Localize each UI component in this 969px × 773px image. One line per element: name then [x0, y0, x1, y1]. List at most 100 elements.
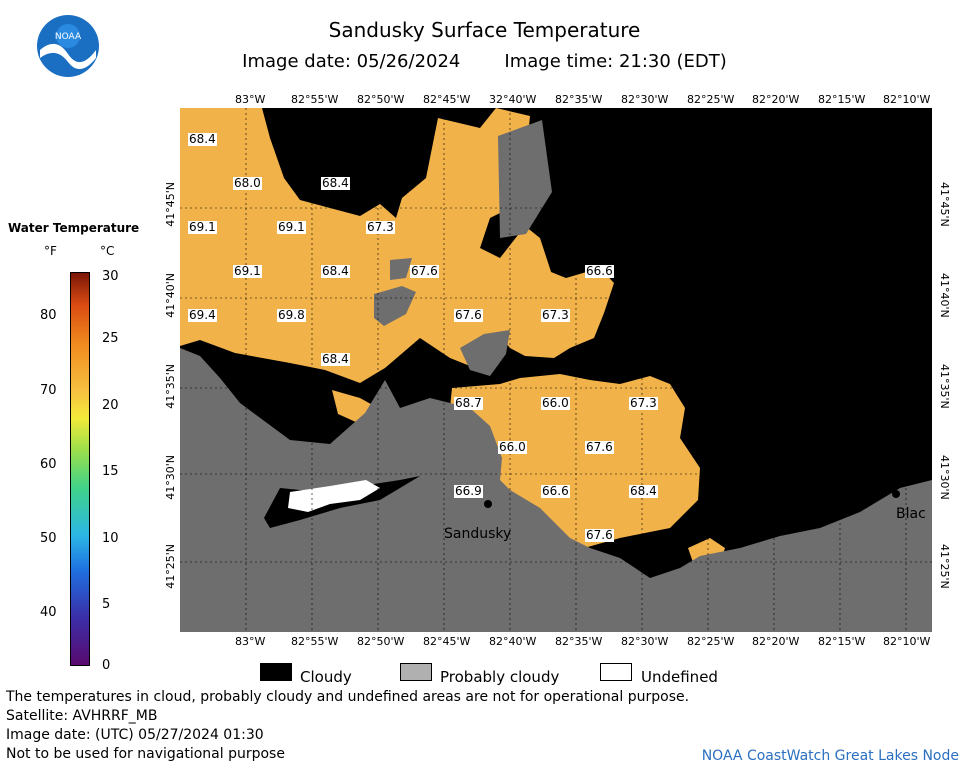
map-title: Sandusky Surface Temperature [328, 18, 641, 42]
probably-cloudy-label: Probably cloudy [440, 668, 560, 686]
tick-c-25: 25 [102, 331, 119, 346]
lat-label-left: 41°30'N [164, 455, 177, 500]
lat-label-right: 41°35'N [938, 364, 951, 409]
lon-label-bottom: 82°20'W [752, 635, 800, 648]
lat-label-right: 41°30'N [938, 455, 951, 500]
lat-label-right: 41°25'N [938, 544, 951, 589]
lon-label-bottom: 82°15'W [818, 635, 866, 648]
temp-label: 66.0 [498, 440, 527, 454]
temp-label: 67.6 [585, 440, 614, 454]
undefined-label: Undefined [641, 668, 718, 686]
temp-label: 66.9 [454, 484, 483, 498]
tick-f-80: 80 [40, 308, 57, 323]
temp-label: 67.3 [629, 396, 658, 410]
city-label-blac: Blac [896, 506, 926, 522]
noaa-logo: NOAA [36, 14, 100, 78]
lon-label-top: 82°10'W [883, 93, 931, 106]
tick-c-0: 0 [102, 658, 111, 673]
temp-label: 68.4 [321, 176, 350, 190]
land-area [180, 348, 932, 632]
lat-label-left: 41°40'N [164, 273, 177, 318]
tick-f-50: 50 [40, 531, 57, 546]
lon-label-top: 82°15'W [818, 93, 866, 106]
sandusky-marker [484, 500, 492, 508]
probably-cloudy-area [390, 258, 412, 280]
lat-label-left: 41°25'N [164, 544, 177, 589]
note-line: The temperatures in cloud, probably clou… [6, 689, 690, 705]
temp-label: 68.0 [233, 176, 262, 190]
temp-label: 67.6 [454, 308, 483, 322]
temp-label: 66.0 [541, 396, 570, 410]
lat-label-right: 41°40'N [938, 273, 951, 318]
lat-label-left: 41°35'N [164, 364, 177, 409]
probably-cloudy-area [374, 286, 416, 326]
legend-title: Water Temperature [8, 221, 140, 235]
map-canvas [180, 108, 932, 632]
lon-label-top: 82°20'W [752, 93, 800, 106]
temp-label: 68.4 [321, 264, 350, 278]
lat-label-left: 41°45'N [164, 182, 177, 227]
image-time: Image time: 21:30 (EDT) [504, 51, 727, 72]
lon-label-bottom: 82°55'W [291, 635, 339, 648]
lon-label-top: 83°W [235, 93, 266, 106]
temp-label: 69.1 [233, 264, 262, 278]
temp-label: 69.1 [188, 220, 217, 234]
probably-cloudy-area [498, 120, 552, 238]
lon-label-bottom: 82°45'W [423, 635, 471, 648]
tick-c-10: 10 [102, 531, 119, 546]
probably-cloudy-swatch [400, 663, 432, 681]
temperature-map[interactable]: 68.4 68.0 68.4 69.1 69.1 67.3 69.1 68.4 … [180, 108, 932, 632]
lon-label-top: 82°25'W [687, 93, 735, 106]
undefined-swatch [600, 663, 632, 681]
tick-c-20: 20 [102, 398, 119, 413]
lon-label-top: 82°30'W [621, 93, 669, 106]
unit-fahrenheit: °F [44, 244, 57, 258]
unit-celsius: °C [100, 244, 115, 258]
note-line: Image date: (UTC) 05/27/2024 01:30 [6, 727, 264, 743]
notes: The temperatures in cloud, probably clou… [6, 688, 689, 764]
lon-label-top: 32°40'W [489, 93, 537, 106]
probably-cloudy-area [460, 330, 510, 376]
cloudy-label: Cloudy [300, 668, 352, 686]
tick-c-5: 5 [102, 597, 111, 612]
lon-label-top: 82°45'W [423, 93, 471, 106]
lon-label-bottom: 82°40'W [489, 635, 537, 648]
lon-label-top: 82°35'W [555, 93, 603, 106]
lon-label-bottom: 82°35'W [555, 635, 603, 648]
temp-label: 67.3 [541, 308, 570, 322]
tick-c-15: 15 [102, 464, 119, 479]
temp-label: 68.4 [188, 132, 217, 146]
tick-f-60: 60 [40, 457, 57, 472]
temp-label: 68.7 [454, 396, 483, 410]
note-line: Satellite: AVHRRF_MB [6, 708, 158, 724]
temp-label: 69.1 [277, 220, 306, 234]
lon-label-bottom: 82°10'W [883, 635, 931, 648]
temp-label: 67.3 [366, 220, 395, 234]
temp-label: 69.8 [277, 308, 306, 322]
credit-link[interactable]: NOAA CoastWatch Great Lakes Node [701, 748, 959, 764]
lon-label-top: 82°50'W [357, 93, 405, 106]
logo-text: NOAA [55, 32, 82, 42]
temp-label: 67.6 [410, 264, 439, 278]
temp-label: 69.4 [188, 308, 217, 322]
temp-label: 68.4 [321, 352, 350, 366]
lon-label-bottom: 83°W [235, 635, 266, 648]
image-datetime: Image date: 05/26/2024 Image time: 21:30 … [0, 51, 969, 72]
temperature-colorbar [70, 272, 90, 666]
undefined-area [288, 480, 380, 512]
lat-label-right: 41°45'N [938, 182, 951, 227]
city-label-sandusky: Sandusky [444, 526, 512, 542]
tick-f-40: 40 [40, 605, 57, 620]
temp-label: 66.6 [541, 484, 570, 498]
lon-label-bottom: 82°50'W [357, 635, 405, 648]
lon-label-top: 82°55'W [291, 93, 339, 106]
graticule [180, 108, 932, 632]
temp-label: 66.6 [585, 264, 614, 278]
image-date: Image date: 05/26/2024 [242, 51, 461, 72]
lon-label-bottom: 82°30'W [621, 635, 669, 648]
tick-c-30: 30 [102, 269, 119, 284]
tick-f-70: 70 [40, 383, 57, 398]
note-line: Not to be used for navigational purpose [6, 746, 285, 762]
blac-marker [892, 490, 900, 498]
temp-label: 68.4 [629, 484, 658, 498]
